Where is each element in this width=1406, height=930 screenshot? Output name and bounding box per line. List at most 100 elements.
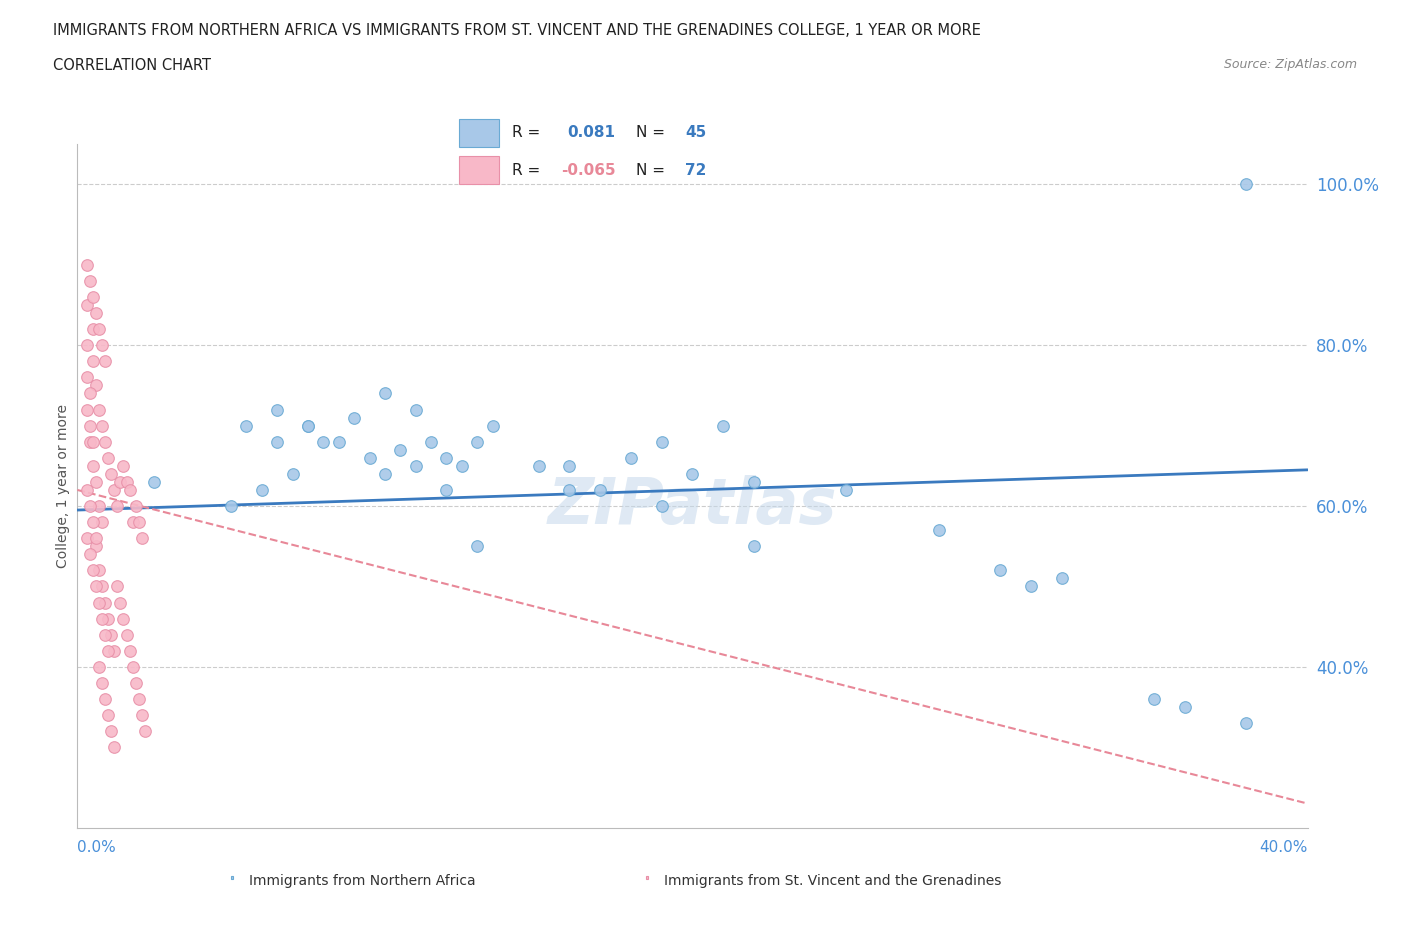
Point	[82, 289, 104, 304]
Point	[405, 402, 427, 417]
Point	[76, 370, 98, 385]
Point	[1019, 579, 1042, 594]
Point	[87, 402, 110, 417]
Point	[87, 498, 110, 513]
Point	[94, 434, 117, 449]
FancyBboxPatch shape	[460, 119, 499, 147]
Point	[76, 338, 98, 352]
Point	[420, 434, 443, 449]
Text: CORRELATION CHART: CORRELATION CHART	[53, 58, 211, 73]
Point	[97, 644, 120, 658]
Point	[436, 450, 458, 465]
Point	[103, 740, 125, 755]
Point	[79, 386, 101, 401]
Point	[343, 410, 366, 425]
Text: Immigrants from Northern Africa: Immigrants from Northern Africa	[249, 874, 475, 888]
Text: 0.081: 0.081	[568, 126, 616, 140]
Point	[79, 498, 101, 513]
Point	[79, 434, 101, 449]
Point	[87, 563, 110, 578]
Text: -0.065: -0.065	[561, 163, 616, 178]
Point	[389, 443, 412, 458]
Point	[87, 322, 110, 337]
Point	[682, 467, 704, 482]
Text: Source: ZipAtlas.com: Source: ZipAtlas.com	[1223, 58, 1357, 71]
Point	[90, 675, 114, 690]
Point	[405, 458, 427, 473]
Point	[297, 418, 319, 433]
Point	[131, 531, 153, 546]
Point	[121, 514, 143, 529]
Point	[558, 483, 581, 498]
Point	[100, 724, 122, 738]
Text: 72: 72	[685, 163, 706, 178]
Point	[589, 483, 612, 498]
Point	[97, 708, 120, 723]
Point	[82, 322, 104, 337]
Point	[374, 386, 396, 401]
Point	[374, 467, 396, 482]
Point	[1143, 692, 1166, 707]
Point	[87, 659, 110, 674]
Text: N =: N =	[636, 163, 665, 178]
Point	[76, 258, 98, 272]
Point	[988, 563, 1011, 578]
Point	[711, 418, 734, 433]
Point	[110, 595, 132, 610]
Point	[1234, 716, 1257, 731]
Point	[1174, 699, 1197, 714]
Point	[79, 418, 101, 433]
Point	[79, 547, 101, 562]
Point	[115, 627, 138, 642]
Point	[328, 434, 350, 449]
Point	[359, 450, 381, 465]
Point	[94, 353, 117, 368]
Point	[266, 434, 288, 449]
Point	[250, 483, 273, 498]
Point	[1050, 571, 1073, 586]
Point	[465, 538, 488, 553]
Point	[103, 483, 125, 498]
Point	[651, 498, 673, 513]
Point	[90, 579, 114, 594]
Point	[465, 434, 488, 449]
Point	[76, 402, 98, 417]
Point	[112, 458, 135, 473]
Point	[82, 434, 104, 449]
Point	[112, 611, 135, 626]
Point	[90, 418, 114, 433]
Point	[79, 273, 101, 288]
Point	[558, 458, 581, 473]
Text: 0.0%: 0.0%	[77, 840, 117, 855]
Point	[527, 458, 550, 473]
Point	[436, 483, 458, 498]
Point	[219, 498, 242, 513]
Point	[128, 514, 150, 529]
Point	[100, 627, 122, 642]
Point	[742, 474, 765, 489]
Text: 45: 45	[685, 126, 706, 140]
Point	[742, 538, 765, 553]
Point	[118, 644, 141, 658]
Point	[266, 402, 288, 417]
Point	[118, 483, 141, 498]
Point	[928, 523, 950, 538]
Point	[297, 418, 319, 433]
Y-axis label: College, 1 year or more: College, 1 year or more	[56, 404, 70, 568]
Point	[235, 418, 257, 433]
Point	[82, 353, 104, 368]
Point	[94, 692, 117, 707]
Point	[105, 498, 128, 513]
Point	[94, 595, 117, 610]
Point	[121, 659, 143, 674]
Point	[620, 450, 643, 465]
Point	[90, 611, 114, 626]
Point	[84, 579, 107, 594]
Point	[131, 708, 153, 723]
Point	[835, 483, 858, 498]
Point	[125, 675, 148, 690]
Point	[97, 450, 120, 465]
Text: Immigrants from St. Vincent and the Grenadines: Immigrants from St. Vincent and the Gren…	[664, 874, 1001, 888]
Point	[110, 474, 132, 489]
Point	[281, 467, 304, 482]
